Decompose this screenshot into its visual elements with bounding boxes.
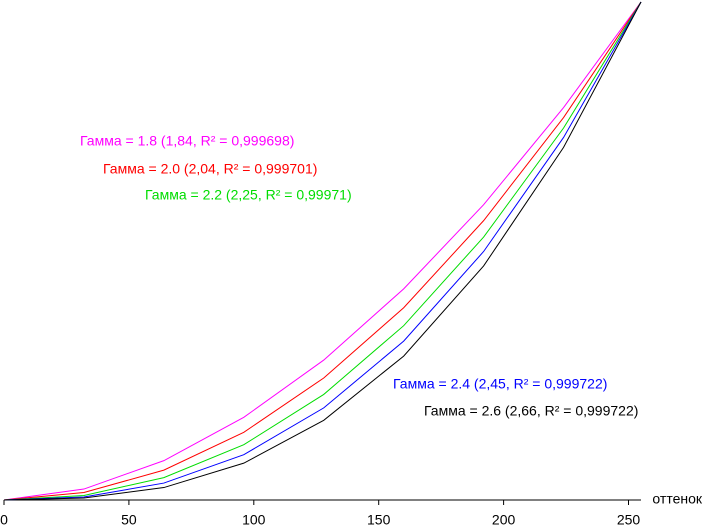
x-axis-label: оттенок	[652, 491, 702, 507]
x-tick-label: 250	[617, 512, 641, 528]
series-line	[3, 1, 642, 501]
x-tick-label: 150	[367, 512, 391, 528]
x-tick-label: 50	[121, 512, 137, 528]
legend-label: Гамма = 2.2 (2,25, R² = 0,99971)	[145, 187, 352, 203]
x-tick-label: 0	[0, 512, 8, 528]
legend-label: Гамма = 1.8 (1,84, R² = 0,999698)	[80, 133, 294, 149]
legend-label: Гамма = 2.0 (2,04, R² = 0,999701)	[103, 161, 317, 177]
x-tick-label: 200	[492, 512, 516, 528]
series-line	[3, 1, 642, 501]
series-line	[3, 1, 642, 501]
series-line	[3, 1, 642, 501]
x-tick-label: 100	[242, 512, 266, 528]
legend-label: Гамма = 2.6 (2,66, R² = 0,999722)	[424, 403, 638, 419]
series-line	[3, 1, 642, 501]
legend-label: Гамма = 2.4 (2,45, R² = 0,999722)	[393, 376, 607, 392]
